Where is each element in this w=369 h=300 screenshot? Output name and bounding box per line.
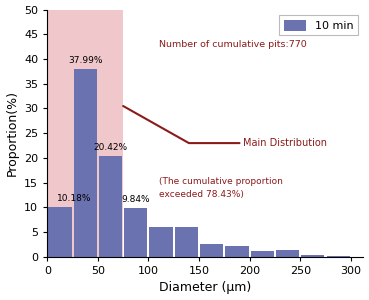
Text: 10.18%: 10.18%: [58, 194, 92, 202]
Bar: [175, 227, 198, 257]
Bar: [47, 10, 123, 257]
Bar: [73, 69, 97, 257]
Bar: [225, 246, 249, 257]
Y-axis label: Proportion(%): Proportion(%): [6, 90, 18, 176]
Bar: [149, 227, 173, 257]
Bar: [327, 256, 350, 257]
X-axis label: Diameter (μm): Diameter (μm): [159, 281, 252, 294]
Bar: [276, 250, 299, 257]
Text: 20.42%: 20.42%: [93, 143, 128, 152]
Text: (The cumulative proportion
exceeded 78.43%): (The cumulative proportion exceeded 78.4…: [159, 176, 282, 199]
Text: Main Distribution: Main Distribution: [242, 138, 327, 148]
Text: 9.84%: 9.84%: [121, 195, 150, 204]
Bar: [251, 251, 274, 257]
Bar: [200, 244, 223, 257]
Bar: [301, 255, 324, 257]
Text: Number of cumulative pits:770: Number of cumulative pits:770: [159, 40, 306, 49]
Bar: [124, 208, 148, 257]
Text: 37.99%: 37.99%: [68, 56, 103, 65]
Bar: [99, 156, 122, 257]
Bar: [48, 206, 72, 257]
Legend: 10 min: 10 min: [279, 15, 358, 35]
